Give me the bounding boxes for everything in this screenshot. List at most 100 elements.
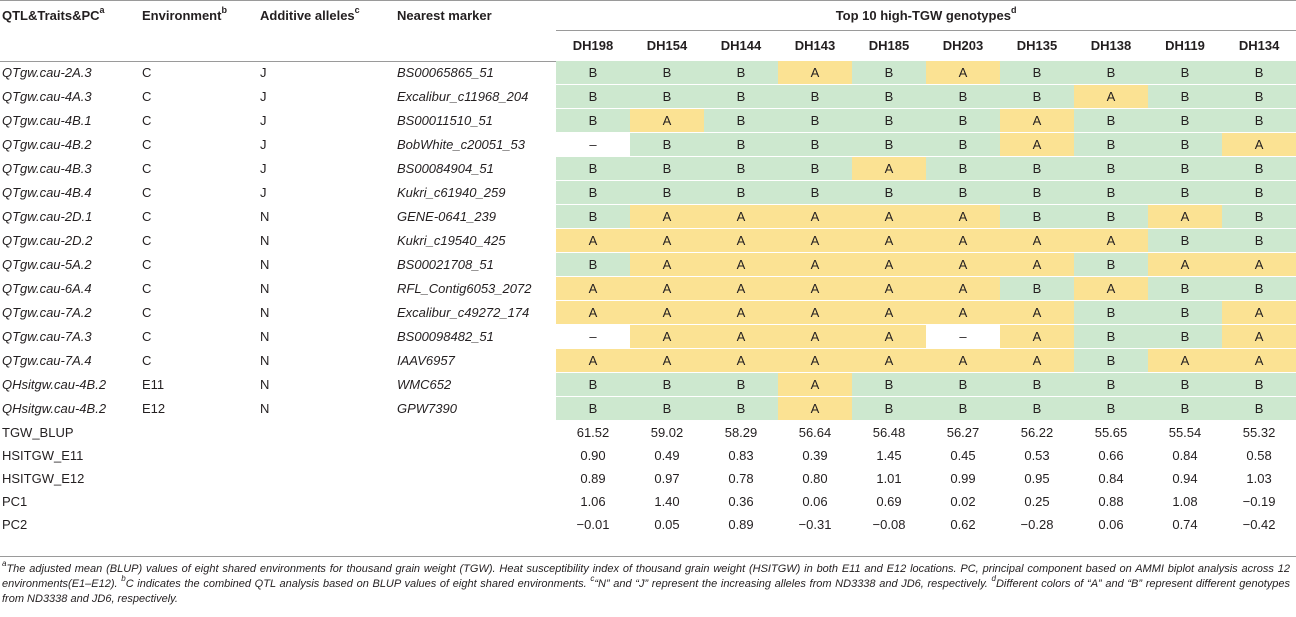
genotype-cell: A [778, 324, 852, 349]
additive-allele-cell: J [260, 137, 267, 152]
genotype-cell: A [630, 252, 704, 277]
trait-value-cell: 0.89 [580, 471, 606, 486]
genotype-header-cell: DH185 [868, 38, 910, 53]
genotype-header-cell: DH203 [942, 38, 984, 53]
qtl-name: QHsitgw.cau-4B.2 [2, 401, 107, 416]
genotype-cell: B [556, 396, 630, 421]
empty-cell [142, 421, 260, 445]
genotype-cell: B [926, 396, 1000, 421]
marker-cell: GPW7390 [397, 401, 457, 416]
environment-cell: C [142, 233, 152, 248]
genotype-cell: B [704, 156, 778, 181]
footnote-c-mark: c [590, 574, 595, 584]
trait-value-cell: −0.19 [1242, 494, 1276, 509]
genotype-cell: B [704, 132, 778, 157]
header-environment: Environmentb [142, 0, 260, 30]
genotype-cell: – [556, 324, 630, 349]
empty-cell [260, 490, 397, 513]
table-row: HSITGW_E12 0.89 0.97 0.78 0.80 1.01 0.99 0.95 0.… [0, 467, 1296, 490]
table-row: QTgw.cau-7A.2 C N Excalibur_c49272_174 A A A A A… [0, 300, 1296, 325]
trait-value-cell: 56.27 [946, 425, 980, 440]
genotype-cell: B [778, 108, 852, 133]
table-row: PC2 −0.01 0.05 0.89 −0.31 −0.08 0.62 −0.28 0.06 0… [0, 513, 1296, 536]
genotype-cell: A [926, 348, 1000, 373]
genotype-cell: A [1148, 204, 1222, 229]
genotype-cell: A [778, 252, 852, 277]
genotype-header-cell: DH134 [1238, 38, 1280, 53]
genotype-cell: A [926, 228, 1000, 253]
genotype-cell: A [556, 228, 630, 253]
marker-cell: WMC652 [397, 377, 452, 392]
environment-cell: C [142, 209, 152, 224]
genotype-cell: B [630, 61, 704, 85]
trait-value-cell: 1.06 [580, 494, 606, 509]
genotype-cell: A [1000, 228, 1074, 253]
table-row: HSITGW_E11 0.90 0.49 0.83 0.39 1.45 0.45 0.53 0.… [0, 444, 1296, 467]
trait-value-cell: 0.94 [1172, 471, 1198, 486]
genotype-cell: B [630, 156, 704, 181]
genotype-cell: B [1148, 228, 1222, 253]
genotype-cell: A [556, 276, 630, 301]
genotype-cell: A [1222, 132, 1296, 157]
additive-allele-cell: N [260, 233, 270, 248]
genotype-cell: B [704, 372, 778, 397]
additive-allele-cell: N [260, 377, 270, 392]
genotype-cell: B [1222, 156, 1296, 181]
empty-cell [260, 444, 397, 467]
empty-cell [142, 444, 260, 467]
genotype-cell: A [630, 204, 704, 229]
trait-value-cell: −0.42 [1242, 517, 1276, 532]
additive-allele-cell: N [260, 209, 270, 224]
genotype-cell: A [1148, 348, 1222, 373]
qtl-name: QTgw.cau-5A.2 [2, 257, 92, 272]
genotype-cell: B [1148, 180, 1222, 205]
header-qtl-sup: a [99, 5, 105, 16]
trait-value-cell: 0.36 [728, 494, 754, 509]
trait-value-cell: 0.66 [1098, 448, 1124, 463]
genotype-cell: A [852, 300, 926, 325]
trait-name: PC2 [2, 517, 28, 532]
additive-allele-cell: J [260, 89, 267, 104]
genotype-cell: A [778, 61, 852, 85]
genotype-header-rule [556, 30, 1296, 31]
genotype-cell: A [630, 228, 704, 253]
trait-value-cell: 1.03 [1246, 471, 1272, 486]
genotype-cell: – [556, 132, 630, 157]
header-row-1: QTL&Traits&PCa Environmentb Additive all… [0, 0, 1296, 30]
qtl-name: QTgw.cau-2D.1 [2, 209, 93, 224]
genotype-cell: A [1000, 348, 1074, 373]
genotype-cell: B [1074, 156, 1148, 181]
table-row: QTgw.cau-7A.4 C N IAAV6957 A A A A A A A B A A [0, 348, 1296, 373]
genotype-cell: B [1000, 204, 1074, 229]
genotype-cell: A [1074, 228, 1148, 253]
empty-cell [142, 467, 260, 490]
genotype-cell: B [852, 61, 926, 85]
trait-value-cell: 55.32 [1242, 425, 1276, 440]
table-footnote: aThe adjusted mean (BLUP) values of eigh… [2, 560, 1290, 607]
environment-cell: C [142, 257, 152, 272]
trait-value-cell: 0.58 [1246, 448, 1272, 463]
trait-value-cell: 61.52 [576, 425, 610, 440]
environment-cell: C [142, 113, 152, 128]
genotype-cell: – [926, 324, 1000, 349]
footnote-b-text: C indicates the combined QTL analysis ba… [125, 578, 591, 590]
trait-value-cell: 0.06 [1098, 517, 1124, 532]
marker-cell: Kukri_c61940_259 [397, 185, 506, 200]
genotype-table: QTL&Traits&PCa Environmentb Additive all… [0, 0, 1296, 536]
table-row: QTgw.cau-4B.4 C J Kukri_c61940_259 B B B B B B B B B… [0, 180, 1296, 205]
genotype-cell: B [1074, 204, 1148, 229]
qtl-name: QTgw.cau-4B.2 [2, 137, 92, 152]
genotype-cell: B [852, 108, 926, 133]
environment-cell: C [142, 161, 152, 176]
genotype-cell: B [1148, 396, 1222, 421]
genotype-header-cell: DH119 [1165, 38, 1205, 53]
genotype-cell: A [630, 300, 704, 325]
trait-value-cell: 0.83 [728, 448, 754, 463]
genotype-cell: A [926, 252, 1000, 277]
trait-value-cell: 0.84 [1098, 471, 1124, 486]
genotype-cell: B [852, 180, 926, 205]
marker-cell: Excalibur_c49272_174 [397, 305, 530, 320]
genotype-cell: B [852, 372, 926, 397]
header-environment-label: Environment [142, 7, 222, 23]
